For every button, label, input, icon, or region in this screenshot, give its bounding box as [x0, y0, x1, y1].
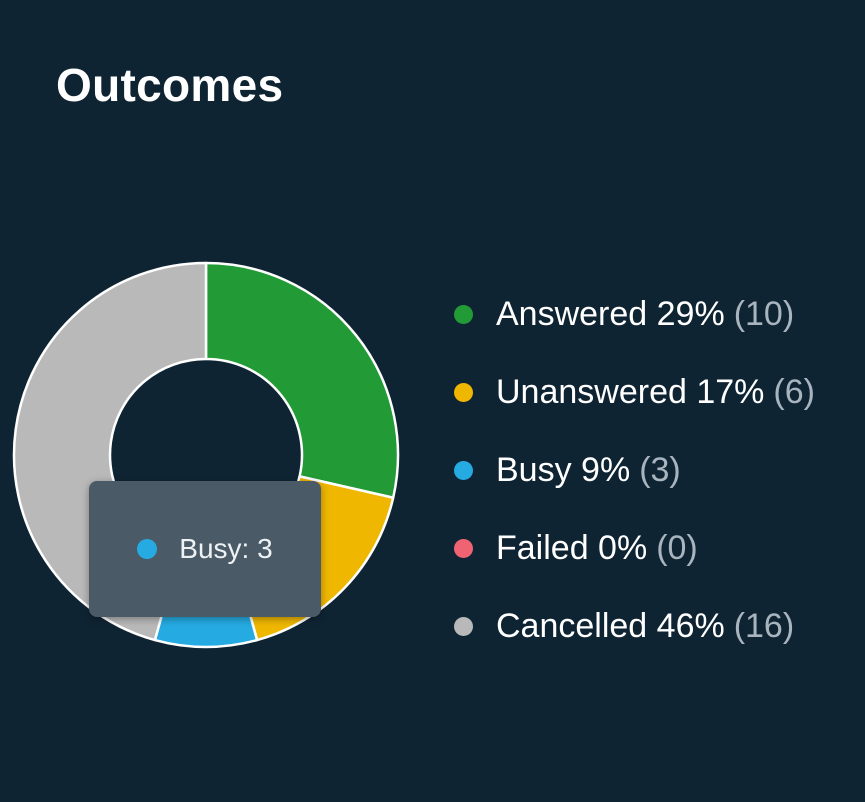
legend-label: Answered 29%	[496, 294, 725, 333]
legend-dot-icon	[454, 382, 473, 402]
legend-label: Busy 9%	[496, 450, 631, 489]
legend-count: (0)	[656, 528, 698, 567]
legend-label: Unanswered 17%	[496, 372, 765, 411]
slice-answered[interactable]	[204, 261, 400, 499]
legend-dot-icon	[454, 538, 473, 558]
legend-dot-icon	[454, 460, 473, 480]
legend-label: Cancelled 46%	[496, 606, 725, 645]
tooltip-dot-icon	[137, 539, 158, 559]
card-title: Outcomes	[56, 59, 284, 111]
legend-count: (3)	[639, 450, 681, 489]
legend-dot-icon	[454, 304, 473, 324]
chart-tooltip: Busy: 3	[89, 481, 321, 617]
legend-count: (16)	[733, 606, 795, 645]
donut-chart	[12, 261, 400, 649]
legend-dot-icon	[454, 616, 473, 636]
legend-item-answered[interactable]: Answered 29% (10)	[454, 275, 815, 353]
legend-item-cancelled[interactable]: Cancelled 46% (16)	[454, 587, 815, 665]
legend-item-failed[interactable]: Failed 0% (0)	[454, 509, 815, 587]
tooltip-text: Busy: 3	[179, 533, 273, 564]
legend-item-busy[interactable]: Busy 9% (3)	[454, 431, 815, 509]
legend-label: Failed 0%	[496, 528, 648, 567]
chart-legend: Answered 29% (10) Unanswered 17% (6) Bus…	[454, 275, 815, 665]
legend-count: (6)	[773, 372, 815, 411]
legend-item-unanswered[interactable]: Unanswered 17% (6)	[454, 353, 815, 431]
legend-count: (10)	[733, 294, 795, 333]
